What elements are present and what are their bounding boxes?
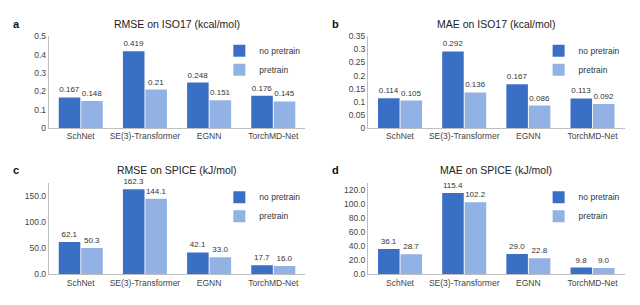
svg-text:a: a <box>13 18 20 30</box>
svg-text:MAE on ISO17 (kcal/mol): MAE on ISO17 (kcal/mol) <box>437 18 555 30</box>
svg-text:EGNN: EGNN <box>197 278 222 288</box>
svg-text:EGNN: EGNN <box>516 131 541 141</box>
svg-text:0.167: 0.167 <box>59 85 80 94</box>
svg-text:RMSE on ISO17 (kcal/mol): RMSE on ISO17 (kcal/mol) <box>114 18 240 30</box>
svg-text:9.8: 9.8 <box>575 256 587 265</box>
svg-text:144.1: 144.1 <box>146 187 167 196</box>
svg-text:29.0: 29.0 <box>509 242 525 251</box>
svg-text:0: 0 <box>41 123 46 133</box>
svg-text:20.0: 20.0 <box>349 255 366 265</box>
svg-text:0.145: 0.145 <box>274 89 295 98</box>
svg-text:c: c <box>13 164 19 176</box>
svg-text:0.25: 0.25 <box>349 57 366 67</box>
svg-text:0.3: 0.3 <box>353 44 365 54</box>
svg-text:no pretrain: no pretrain <box>579 192 620 202</box>
svg-text:SchNet: SchNet <box>67 278 96 288</box>
svg-text:0.419: 0.419 <box>123 39 144 48</box>
svg-text:100.0: 100.0 <box>25 217 47 227</box>
svg-text:115.4: 115.4 <box>443 181 463 190</box>
svg-text:50.0: 50.0 <box>29 243 46 253</box>
svg-text:102.2: 102.2 <box>465 190 486 199</box>
svg-text:0.113: 0.113 <box>571 86 591 95</box>
svg-text:pretrain: pretrain <box>259 211 288 221</box>
svg-text:no pretrain: no pretrain <box>259 192 300 202</box>
svg-text:22.8: 22.8 <box>532 246 548 255</box>
svg-text:SE(3)-Transformer: SE(3)-Transformer <box>429 278 500 288</box>
svg-text:pretrain: pretrain <box>259 65 288 75</box>
svg-text:0.176: 0.176 <box>252 84 273 93</box>
svg-text:120.0: 120.0 <box>344 185 366 195</box>
svg-text:0.2: 0.2 <box>34 86 46 96</box>
svg-text:33.0: 33.0 <box>212 245 228 254</box>
svg-text:0.292: 0.292 <box>443 39 464 48</box>
svg-text:0.35: 0.35 <box>349 31 366 41</box>
svg-text:0.114: 0.114 <box>379 86 399 95</box>
svg-text:62.1: 62.1 <box>61 230 77 239</box>
svg-text:16.0: 16.0 <box>276 254 292 263</box>
svg-text:0: 0 <box>361 123 366 133</box>
svg-text:SchNet: SchNet <box>386 278 415 288</box>
svg-text:36.1: 36.1 <box>381 237 397 246</box>
svg-text:0.3: 0.3 <box>34 68 46 78</box>
svg-text:0.15: 0.15 <box>349 84 366 94</box>
svg-text:d: d <box>332 164 339 176</box>
svg-text:no pretrain: no pretrain <box>579 46 620 56</box>
svg-text:50.3: 50.3 <box>84 236 100 245</box>
svg-text:0.0: 0.0 <box>353 269 365 279</box>
svg-text:MAE on SPICE (kJ/mol): MAE on SPICE (kJ/mol) <box>440 164 552 176</box>
svg-text:EGNN: EGNN <box>197 131 222 141</box>
svg-text:17.7: 17.7 <box>254 253 270 262</box>
svg-text:TorchMD-Net: TorchMD-Net <box>567 131 618 141</box>
svg-text:162.3: 162.3 <box>123 177 144 186</box>
svg-text:80.0: 80.0 <box>349 213 366 223</box>
svg-text:TorchMD-Net: TorchMD-Net <box>567 278 618 288</box>
svg-text:0.086: 0.086 <box>529 94 550 103</box>
svg-text:0.2: 0.2 <box>353 71 365 81</box>
svg-text:TorchMD-Net: TorchMD-Net <box>248 278 299 288</box>
svg-text:0.092: 0.092 <box>593 92 614 101</box>
svg-text:150.0: 150.0 <box>25 191 47 201</box>
svg-text:0.248: 0.248 <box>188 71 209 80</box>
svg-text:SE(3)-Transformer: SE(3)-Transformer <box>429 131 500 141</box>
svg-text:RMSE on SPICE (kJ/mol): RMSE on SPICE (kJ/mol) <box>117 164 237 176</box>
svg-text:0.136: 0.136 <box>465 80 486 89</box>
svg-text:TorchMD-Net: TorchMD-Net <box>248 131 299 141</box>
svg-text:0.4: 0.4 <box>34 50 46 60</box>
svg-text:0.1: 0.1 <box>34 105 46 115</box>
svg-text:0.21: 0.21 <box>148 78 164 87</box>
svg-text:0.105: 0.105 <box>401 89 422 98</box>
svg-text:0.148: 0.148 <box>82 89 103 98</box>
svg-text:0.05: 0.05 <box>349 110 366 120</box>
svg-text:0.1: 0.1 <box>353 97 365 107</box>
svg-text:9.0: 9.0 <box>598 256 610 265</box>
svg-text:EGNN: EGNN <box>516 278 541 288</box>
svg-text:0.151: 0.151 <box>210 88 231 97</box>
svg-text:0.167: 0.167 <box>507 72 528 81</box>
svg-text:pretrain: pretrain <box>579 211 608 221</box>
svg-text:42.1: 42.1 <box>190 240 206 249</box>
svg-text:40.0: 40.0 <box>349 241 366 251</box>
svg-text:pretrain: pretrain <box>579 65 608 75</box>
svg-text:no pretrain: no pretrain <box>259 46 300 56</box>
svg-text:0.5: 0.5 <box>34 31 46 41</box>
svg-text:0.0: 0.0 <box>34 269 46 279</box>
svg-text:SchNet: SchNet <box>67 131 96 141</box>
svg-text:SE(3)-Transformer: SE(3)-Transformer <box>110 278 181 288</box>
svg-text:28.7: 28.7 <box>403 242 419 251</box>
svg-text:60.0: 60.0 <box>349 227 366 237</box>
svg-text:b: b <box>332 18 339 30</box>
svg-text:SE(3)-Transformer: SE(3)-Transformer <box>110 131 181 141</box>
svg-text:100.0: 100.0 <box>344 199 366 209</box>
svg-text:SchNet: SchNet <box>386 131 415 141</box>
